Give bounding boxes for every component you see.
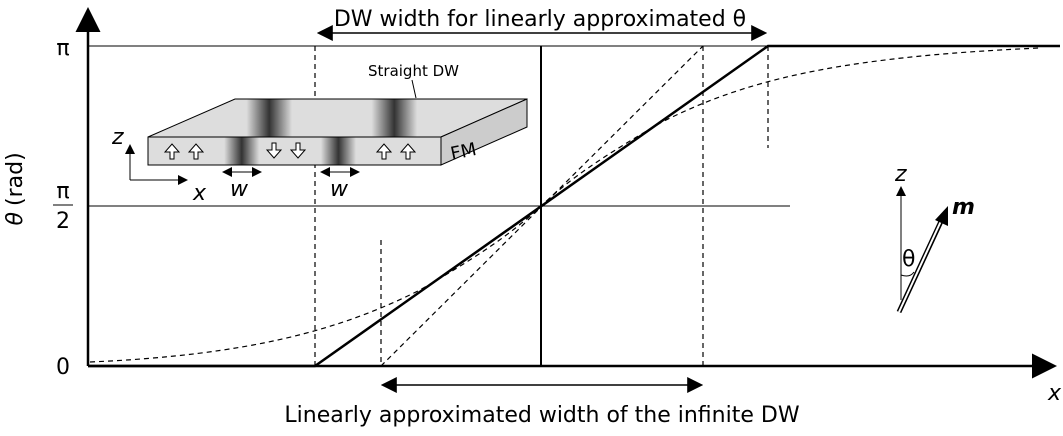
w-right: w bbox=[330, 177, 349, 202]
y-unit: (rad) bbox=[3, 152, 28, 206]
y-symbol: θ bbox=[3, 211, 28, 225]
vector-z: z bbox=[894, 162, 907, 187]
bottom-label: Linearly approximated width of the infin… bbox=[284, 403, 799, 428]
m-vector-head bbox=[935, 206, 948, 226]
inset-x: x bbox=[192, 181, 207, 206]
tick-pi: π bbox=[56, 36, 69, 61]
inset-label: Straight DW bbox=[368, 62, 459, 80]
y-axis-label: θ (rad) bbox=[3, 152, 28, 225]
material-label: FM bbox=[449, 139, 479, 165]
w-left: w bbox=[230, 177, 249, 202]
inset-z: z bbox=[111, 125, 124, 150]
leader bbox=[412, 80, 416, 98]
top-label: DW width for linearly approximated θ bbox=[334, 7, 746, 32]
vector-m: m bbox=[952, 195, 975, 220]
tick-zero: 0 bbox=[56, 355, 70, 380]
vector-angle: θ bbox=[902, 247, 915, 272]
diagram: DW width for linearly approximated θ Lin… bbox=[0, 0, 1063, 436]
tanh-profile bbox=[90, 48, 1040, 362]
angle-arc bbox=[901, 272, 914, 276]
tick-half-den: 2 bbox=[56, 209, 70, 234]
tick-half-num: π bbox=[56, 179, 69, 204]
x-axis-label: x bbox=[1047, 381, 1062, 406]
